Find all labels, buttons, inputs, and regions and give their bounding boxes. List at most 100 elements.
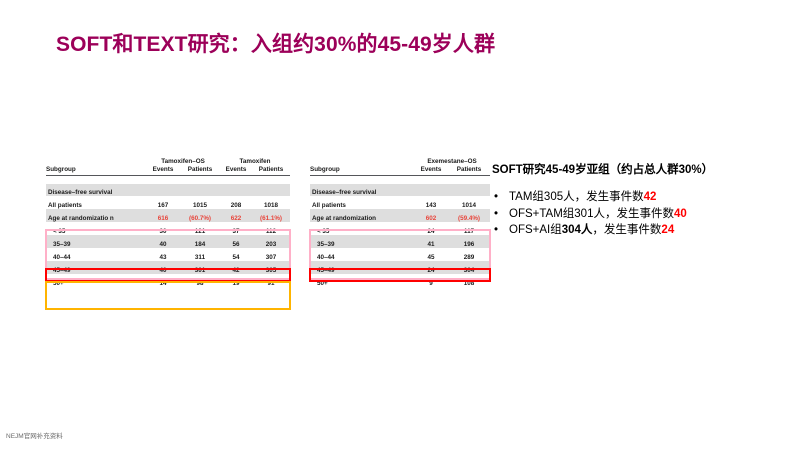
table-row-40-44: 40–44 45 289 <box>310 248 491 261</box>
row-value: 184 <box>180 235 220 248</box>
bullet-text-bold: 304人 <box>561 224 593 236</box>
table-row-45-49: 45–49 24 304 <box>310 261 491 274</box>
table-section-row: Disease–free survival <box>310 184 491 196</box>
table-row: Age at randomizatio n 616 (60.7%) 622 (6… <box>46 209 290 222</box>
column-header-patients-1: Patients <box>180 166 220 176</box>
row-label: 35–39 <box>46 235 146 248</box>
table-row-50plus: 50+ 9 108 <box>310 274 491 287</box>
bullet-marker: • <box>494 207 499 220</box>
column-header-patients: Patients <box>448 166 491 176</box>
row-label: All patients <box>310 196 414 209</box>
bullet-value: 42 <box>643 191 657 203</box>
row-value: 143 <box>414 196 448 209</box>
spacer-cell <box>46 158 146 166</box>
row-value: (60.7%) <box>180 209 220 222</box>
row-value: 1015 <box>180 196 220 209</box>
row-value: (59.4%) <box>448 209 491 222</box>
table-row-50plus: 50+ 14 98 19 91 <box>46 274 290 287</box>
column-header-events-1: Events <box>146 166 180 176</box>
row-value: 121 <box>180 222 220 235</box>
row-label: 45–49 <box>46 261 146 274</box>
list-item: • OFS+TAM组301人，发生事件数40 <box>492 206 792 223</box>
bullet-text: TAM组305人，发生事件数 <box>509 191 644 203</box>
row-label: All patients <box>46 196 146 209</box>
row-value: 196 <box>448 235 491 248</box>
row-value: 24 <box>414 222 448 235</box>
row-value: 45 <box>414 248 448 261</box>
spacer-cell <box>310 158 414 166</box>
column-header-events: Events <box>414 166 448 176</box>
row-value: 117 <box>448 222 491 235</box>
row-value: 301 <box>180 261 220 274</box>
group-header-tamoxifen-os: Tamoxifen–OS <box>161 158 205 165</box>
footer-source-note: NEJM官网补充资料 <box>6 433 63 440</box>
list-item: • TAM组305人，发生事件数42 <box>492 189 792 206</box>
table-row-45-49: 45–49 40 301 42 305 <box>46 261 290 274</box>
row-value: 42 <box>220 261 252 274</box>
column-header-subgroup: Subgroup <box>310 166 414 176</box>
row-value: 622 <box>220 209 252 222</box>
table-row: All patients 167 1015 208 1018 <box>46 196 290 209</box>
bullet-marker: • <box>494 224 499 236</box>
row-value: 108 <box>448 274 491 287</box>
row-value: 304 <box>448 261 491 274</box>
row-value: 9 <box>414 274 448 287</box>
row-value: 56 <box>220 235 252 248</box>
table-soft-tamoxifen: Tamoxifen–OS Tamoxifen Subgroup Events P… <box>46 158 290 333</box>
table-spacer-row <box>46 175 290 184</box>
row-value: 40 <box>146 261 180 274</box>
row-label: < 35 <box>310 222 414 235</box>
row-label: 40–44 <box>310 248 414 261</box>
row-label: Age at randomization <box>310 209 414 222</box>
row-label: 35–39 <box>310 235 414 248</box>
row-value: 41 <box>414 235 448 248</box>
list-item: • OFS+AI组304人，发生事件数24 <box>492 222 792 239</box>
column-header-subgroup: Subgroup <box>46 166 146 176</box>
row-value: 167 <box>146 196 180 209</box>
row-value: 14 <box>146 274 180 287</box>
table-row: < 35 30 121 37 112 <box>46 222 290 235</box>
group-header-exemestane-os: Exemestane–OS <box>427 158 477 165</box>
row-value: 1014 <box>448 196 491 209</box>
row-value: 112 <box>252 222 290 235</box>
table-group-header-row: Tamoxifen–OS Tamoxifen <box>46 158 290 166</box>
row-label: 45–49 <box>310 261 414 274</box>
row-value: 40 <box>146 235 180 248</box>
table-spacer-row <box>310 175 491 184</box>
table-column-header-row: Subgroup Events Patients Events Patients <box>46 166 290 176</box>
callout-heading: SOFT研究45-49岁亚组（约占总人群30%） <box>492 164 714 176</box>
table-row: < 35 24 117 <box>310 222 491 235</box>
row-value: 305 <box>252 261 290 274</box>
section-label: Disease–free survival <box>46 184 146 196</box>
page-title: SOFT和TEXT研究：入组约30%的45-49岁人群 <box>56 33 496 56</box>
row-label: 40–44 <box>46 248 146 261</box>
table-row: 35–39 40 184 56 203 <box>46 235 290 248</box>
row-label: < 35 <box>46 222 146 235</box>
callout-bullet-list: • TAM组305人，发生事件数42 • OFS+TAM组301人，发生事件数4… <box>492 189 792 239</box>
bullet-text-tail: ，发生事件数 <box>592 224 662 236</box>
row-value: 43 <box>146 248 180 261</box>
callout-panel: SOFT研究45-49岁亚组（约占总人群30%） • TAM组305人，发生事件… <box>492 163 792 239</box>
row-value: 1018 <box>252 196 290 209</box>
bullet-text: OFS+AI组 <box>509 224 562 236</box>
figure-tables: Tamoxifen–OS Tamoxifen Subgroup Events P… <box>45 158 491 333</box>
bullet-text: OFS+TAM组301人，发生事件数 <box>509 207 674 220</box>
table-text-exemestane: Exemestane–OS Subgroup Events Patients D… <box>310 158 491 333</box>
table-row: 35–39 41 196 <box>310 235 491 248</box>
row-value: 311 <box>180 248 220 261</box>
table-column-header-row: Subgroup Events Patients <box>310 166 491 176</box>
row-value: 91 <box>252 274 290 287</box>
row-label: Age at randomizatio n <box>46 209 146 222</box>
row-value: 208 <box>220 196 252 209</box>
table-row-40-44: 40–44 43 311 54 307 <box>46 248 290 261</box>
row-value: (61.1%) <box>252 209 290 222</box>
bullet-marker: • <box>494 191 499 203</box>
row-value: 54 <box>220 248 252 261</box>
table-group-header-row: Exemestane–OS <box>310 158 490 166</box>
row-value: 307 <box>252 248 290 261</box>
table-section-row: Disease–free survival <box>46 184 290 196</box>
row-value: 602 <box>414 209 448 222</box>
row-value: 37 <box>220 222 252 235</box>
row-label: 50+ <box>46 274 146 287</box>
bullet-value: 24 <box>661 224 675 236</box>
